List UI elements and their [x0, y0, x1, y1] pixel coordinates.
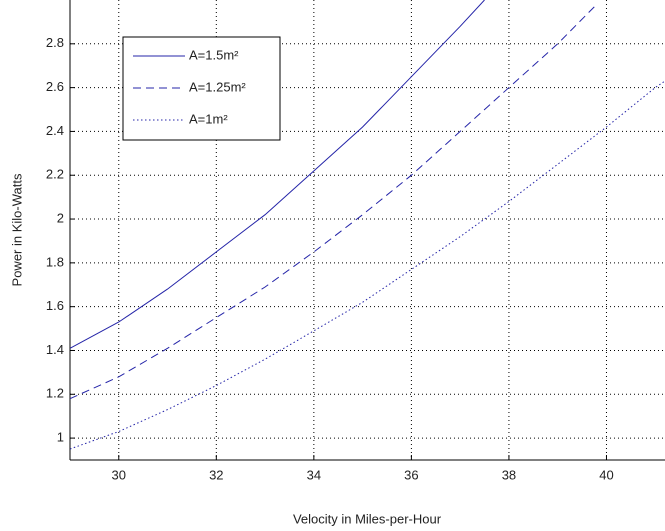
y-tick-label: 1.8: [46, 254, 64, 269]
y-tick-label: 2.6: [46, 79, 64, 94]
series-line: [70, 4, 598, 400]
x-tick-label: 34: [307, 467, 321, 482]
y-tick-label: 1.4: [46, 342, 64, 357]
x-tick-label: 30: [112, 467, 126, 482]
x-axis-label: Velocity in Miles-per-Hour: [293, 511, 442, 526]
plot-area: [70, 0, 665, 450]
y-tick-label: 1: [57, 430, 64, 445]
x-tick-label: 36: [404, 467, 418, 482]
y-tick-label: 2.4: [46, 123, 64, 138]
y-axis-label: Power in Kilo-Watts: [9, 173, 24, 286]
x-tick-label: 40: [599, 467, 613, 482]
y-tick-label: 2: [57, 210, 64, 225]
legend-label: A=1m²: [189, 111, 228, 126]
series-line: [70, 0, 485, 349]
y-tick-label: 2.2: [46, 167, 64, 182]
legend-label: A=1.25m²: [189, 79, 246, 94]
y-tick-label: 2.8: [46, 35, 64, 50]
y-tick-label: 1.2: [46, 386, 64, 401]
legend-label: A=1.5m²: [189, 47, 239, 62]
x-tick-label: 32: [209, 467, 223, 482]
series-line: [70, 80, 665, 450]
y-tick-label: 1.6: [46, 298, 64, 313]
x-tick-label: 38: [502, 467, 516, 482]
